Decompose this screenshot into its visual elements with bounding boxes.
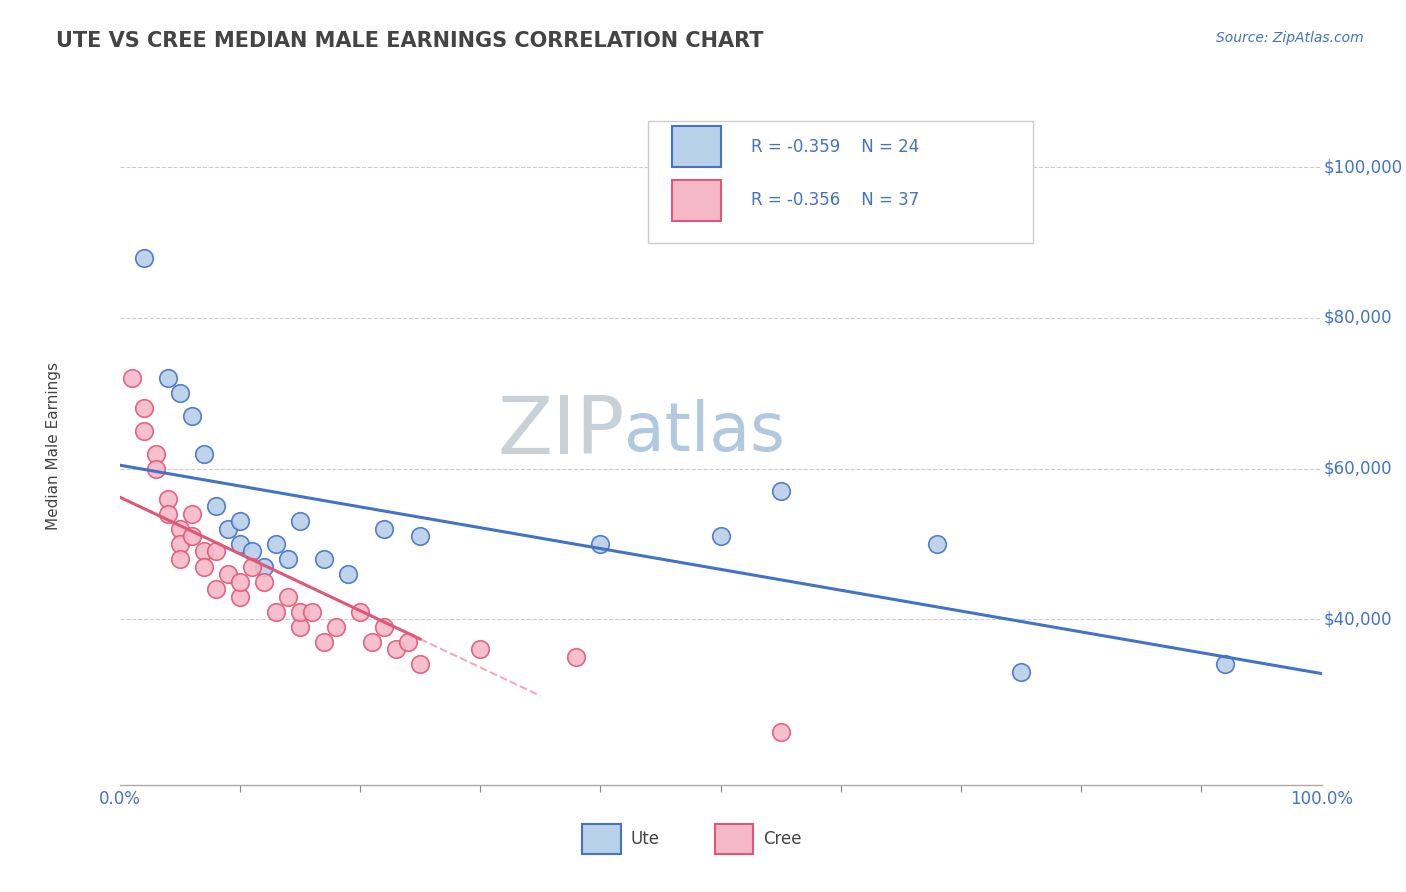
Point: [156, 371, 179, 385]
Text: $100,000: $100,000: [1324, 158, 1403, 177]
Point: [169, 386, 191, 401]
Text: ZIP: ZIP: [498, 393, 624, 472]
Point: [253, 574, 276, 589]
Point: [169, 522, 191, 536]
Point: [264, 605, 287, 619]
Point: [228, 590, 252, 604]
Point: [336, 567, 359, 582]
Point: [204, 582, 226, 596]
Point: [253, 559, 276, 574]
Point: [156, 491, 179, 506]
FancyBboxPatch shape: [672, 127, 720, 167]
Point: [277, 590, 299, 604]
Point: [1010, 665, 1032, 679]
Point: [301, 605, 323, 619]
Point: [288, 620, 311, 634]
Point: [228, 537, 252, 551]
Point: [325, 620, 347, 634]
Point: [409, 529, 432, 543]
Point: [709, 529, 731, 543]
Point: [396, 635, 419, 649]
Point: [228, 574, 252, 589]
Point: [240, 559, 263, 574]
Point: [121, 371, 143, 385]
Point: [169, 537, 191, 551]
Point: [180, 507, 202, 521]
Point: [373, 522, 395, 536]
Text: Ute: Ute: [630, 830, 659, 848]
Point: [145, 446, 167, 460]
Point: [193, 559, 215, 574]
Point: [180, 409, 202, 423]
Text: R = -0.356    N = 37: R = -0.356 N = 37: [751, 191, 920, 210]
Point: [373, 620, 395, 634]
Point: [132, 401, 155, 416]
Point: [204, 500, 226, 514]
Point: [145, 461, 167, 475]
Point: [240, 544, 263, 558]
Point: [468, 642, 492, 657]
Point: [180, 529, 202, 543]
Point: [769, 725, 792, 739]
Point: [312, 635, 335, 649]
FancyBboxPatch shape: [672, 180, 720, 220]
Point: [565, 649, 588, 664]
Point: [1215, 657, 1237, 672]
Text: Cree: Cree: [762, 830, 801, 848]
Point: [361, 635, 384, 649]
Point: [312, 552, 335, 566]
Point: [349, 605, 371, 619]
Text: atlas: atlas: [624, 400, 786, 466]
Text: $60,000: $60,000: [1324, 459, 1392, 477]
Text: UTE VS CREE MEDIAN MALE EARNINGS CORRELATION CHART: UTE VS CREE MEDIAN MALE EARNINGS CORRELA…: [56, 31, 763, 51]
Point: [193, 544, 215, 558]
Text: Source: ZipAtlas.com: Source: ZipAtlas.com: [1216, 31, 1364, 45]
Point: [589, 537, 612, 551]
Point: [925, 537, 948, 551]
Point: [277, 552, 299, 566]
Point: [204, 544, 226, 558]
Text: R = -0.359    N = 24: R = -0.359 N = 24: [751, 137, 920, 155]
Text: $40,000: $40,000: [1324, 610, 1392, 628]
Point: [288, 514, 311, 528]
Point: [385, 642, 408, 657]
FancyBboxPatch shape: [648, 120, 1033, 243]
Point: [409, 657, 432, 672]
Point: [156, 507, 179, 521]
Point: [264, 537, 287, 551]
Text: Median Male Earnings: Median Male Earnings: [46, 362, 60, 530]
Point: [132, 251, 155, 265]
FancyBboxPatch shape: [582, 823, 621, 855]
Point: [228, 514, 252, 528]
Point: [169, 552, 191, 566]
Point: [288, 605, 311, 619]
Point: [769, 484, 792, 499]
Point: [132, 424, 155, 438]
FancyBboxPatch shape: [714, 823, 754, 855]
Point: [217, 522, 239, 536]
Text: $80,000: $80,000: [1324, 309, 1392, 327]
Point: [217, 567, 239, 582]
Point: [193, 446, 215, 460]
